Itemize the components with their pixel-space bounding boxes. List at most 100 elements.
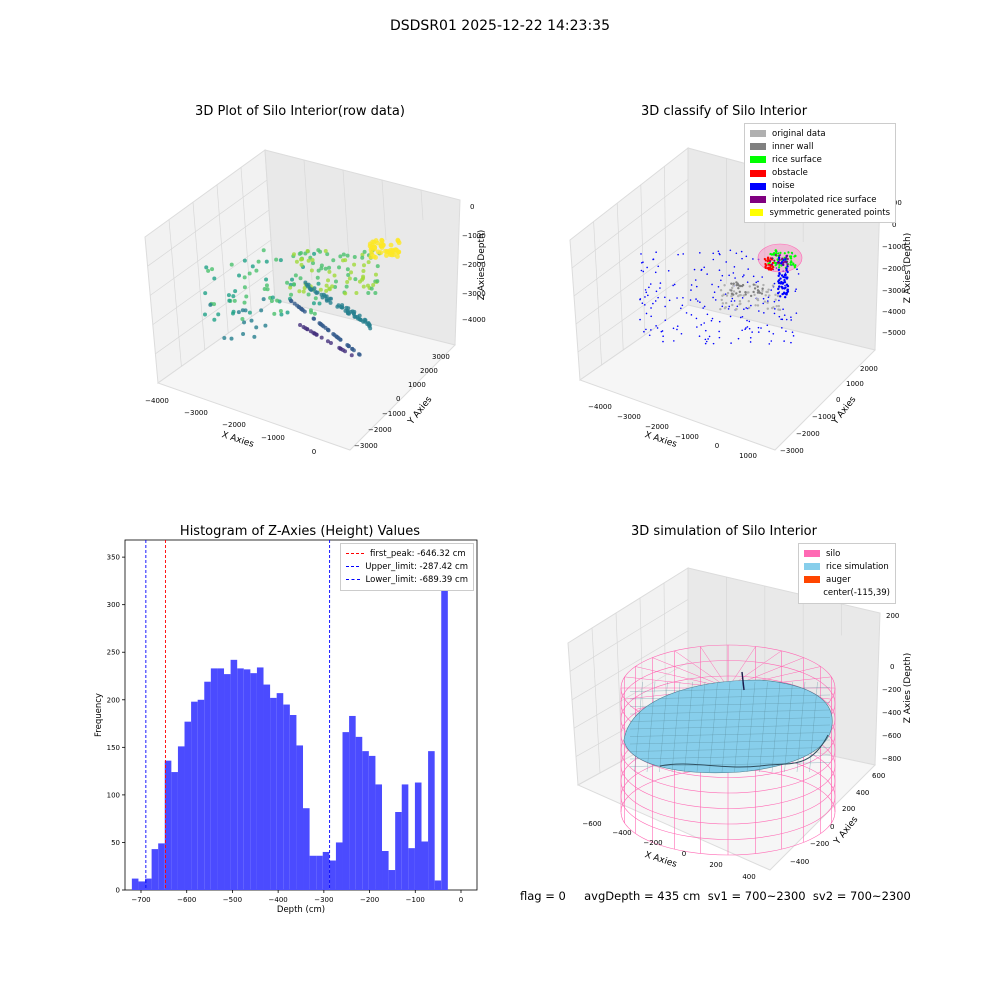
data-point [783, 287, 786, 290]
data-point [326, 278, 331, 283]
data-point [345, 280, 350, 285]
chart4-xlabel: X Axies [643, 850, 678, 870]
data-point [741, 283, 745, 287]
data-point [718, 320, 721, 323]
data-point [331, 258, 336, 263]
legend-label: Lower_limit: -689.39 cm [365, 574, 468, 585]
data-point [328, 341, 333, 346]
x-tick-label: −200 [360, 896, 379, 904]
chart1-panes [144, 149, 461, 451]
data-point [659, 282, 662, 284]
data-point [779, 277, 782, 280]
legend-swatch [750, 169, 766, 177]
data-point [652, 258, 655, 260]
data-point [233, 289, 238, 294]
data-point [389, 252, 395, 258]
data-point [695, 317, 698, 320]
data-point [730, 286, 734, 290]
chart4-ytick: 0 [830, 823, 834, 831]
data-point [285, 310, 290, 315]
data-point [366, 291, 371, 296]
data-point [352, 254, 357, 259]
data-point [308, 308, 313, 313]
rice-mesh-line [771, 681, 781, 773]
data-point [264, 283, 269, 288]
gridline [216, 184, 229, 334]
y-tick-label: 0 [116, 887, 120, 895]
data-point [693, 268, 696, 271]
data-point [375, 249, 381, 255]
data-point [780, 264, 783, 267]
rice-mesh-line [629, 702, 831, 707]
legend-label: silo [826, 548, 841, 559]
data-point [222, 336, 227, 341]
data-point [777, 268, 781, 272]
chart4-xtick: 0 [682, 850, 686, 858]
data-point [347, 276, 352, 281]
legend-swatch [750, 130, 766, 138]
data-point [664, 305, 666, 308]
data-point [371, 254, 377, 259]
data-point [647, 294, 649, 297]
chart1-ytick: 2000 [420, 367, 438, 375]
legend-label: noise [772, 181, 795, 192]
data-point [242, 300, 247, 305]
data-point [731, 297, 734, 300]
data-point [372, 244, 377, 250]
data-point [649, 283, 652, 285]
data-point [748, 327, 751, 330]
data-point [645, 291, 648, 294]
data-point [350, 346, 355, 351]
data-point [689, 299, 692, 301]
data-point [752, 275, 755, 278]
data-point [763, 300, 767, 303]
histogram-bar [382, 851, 389, 890]
data-point [315, 275, 320, 280]
data-point [770, 263, 773, 266]
data-point [704, 338, 707, 341]
chart2-ylabel: Y Axies [830, 395, 859, 428]
rice-mesh-line [796, 681, 806, 773]
data-point [789, 263, 792, 266]
data-point [383, 248, 388, 254]
chart2-xtick: −1000 [675, 433, 699, 441]
data-point [365, 283, 370, 288]
data-point [250, 264, 255, 269]
data-point [237, 273, 242, 278]
data-point [732, 293, 735, 296]
data-point [718, 269, 721, 271]
data-point [747, 291, 750, 294]
data-point [752, 283, 755, 286]
data-point [738, 303, 741, 306]
data-point [795, 312, 798, 314]
data-point [744, 290, 747, 294]
rice-mesh-line [684, 681, 693, 773]
data-point [256, 259, 261, 264]
y-tick-label: 300 [107, 601, 120, 609]
data-point [780, 274, 784, 277]
rice-mesh-line [634, 681, 643, 773]
data-point [641, 302, 644, 304]
data-point [792, 335, 795, 337]
rice-mesh-line [629, 717, 831, 722]
data-point [289, 292, 294, 297]
data-point [769, 260, 772, 263]
data-point [291, 252, 296, 257]
data-point [778, 272, 781, 276]
data-point [639, 318, 641, 321]
legend-swatch [804, 550, 820, 558]
data-point [790, 260, 793, 263]
data-point [704, 342, 707, 345]
data-point [705, 340, 708, 343]
data-point [319, 263, 324, 268]
data-point [261, 297, 266, 302]
data-point [747, 299, 750, 303]
data-point [662, 335, 664, 337]
data-point [226, 293, 231, 298]
legend-label: rice simulation [826, 561, 889, 572]
data-point [717, 285, 720, 288]
rice-surface-shape [623, 679, 833, 774]
chart4-ztick: −600 [882, 732, 901, 740]
data-point [773, 282, 776, 285]
legend-swatch [804, 576, 820, 584]
